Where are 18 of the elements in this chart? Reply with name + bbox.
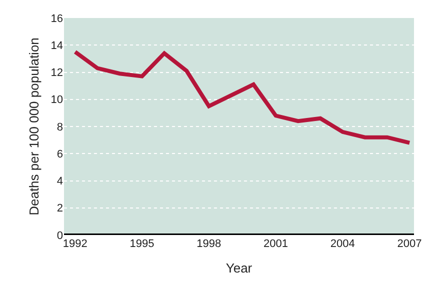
y-tick-label: 14 [50,40,63,52]
x-tick-label: 2007 [397,238,422,250]
y-tick-label: 12 [50,67,63,80]
line-series [73,50,412,145]
y-tick-label: 16 [50,12,63,25]
x-tick-label: 1992 [62,238,88,250]
y-tick-label: 0 [56,230,63,242]
y-axis-title: Deaths per 100 000 population [26,38,42,216]
x-tick-label: 2004 [330,238,355,250]
x-tick-label: 1995 [130,238,154,250]
y-tick-label: 2 [56,202,63,215]
x-axis-title: Year [226,260,253,276]
x-tick-label: 2001 [264,238,288,250]
y-tick-label: 8 [56,121,63,134]
y-tick-label: 6 [56,148,63,160]
x-tick-label: 1998 [196,238,222,250]
y-tick-label: 4 [56,176,63,188]
y-tick-label: 10 [50,94,63,106]
